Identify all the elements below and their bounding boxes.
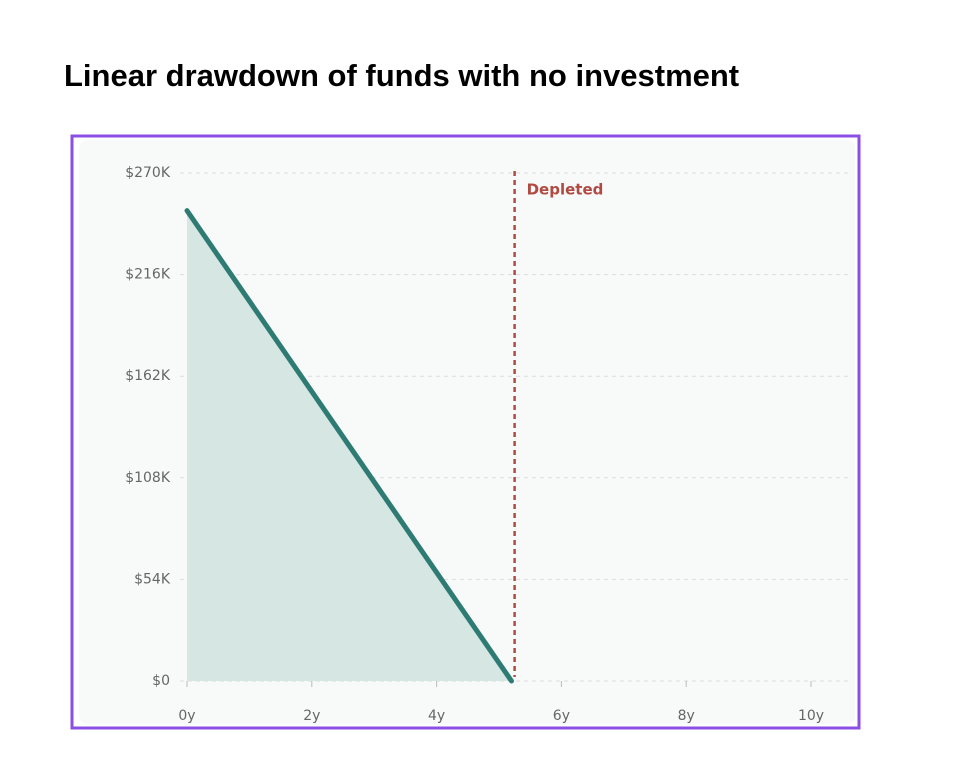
y-tick-label: $216K <box>125 267 171 283</box>
x-tick-label: 8y <box>678 708 695 724</box>
y-tick-label: $108K <box>125 470 171 486</box>
x-tick-label: 2y <box>303 708 320 724</box>
line <box>184 208 514 684</box>
y-tick-label: $0 <box>152 673 170 689</box>
chart-title: Linear drawdown of funds with no investm… <box>64 58 739 93</box>
x-tick-label: 0y <box>178 708 195 724</box>
y-tick-label: $54K <box>134 571 171 587</box>
y-tick-label: $162K <box>125 368 171 384</box>
x-tick-label: 4y <box>428 708 445 724</box>
y-tick-label: $270K <box>125 165 171 181</box>
x-tick-label: 6y <box>553 708 570 724</box>
depleted-label: Depleted <box>527 181 604 199</box>
x-tick-label: 10y <box>798 708 824 724</box>
